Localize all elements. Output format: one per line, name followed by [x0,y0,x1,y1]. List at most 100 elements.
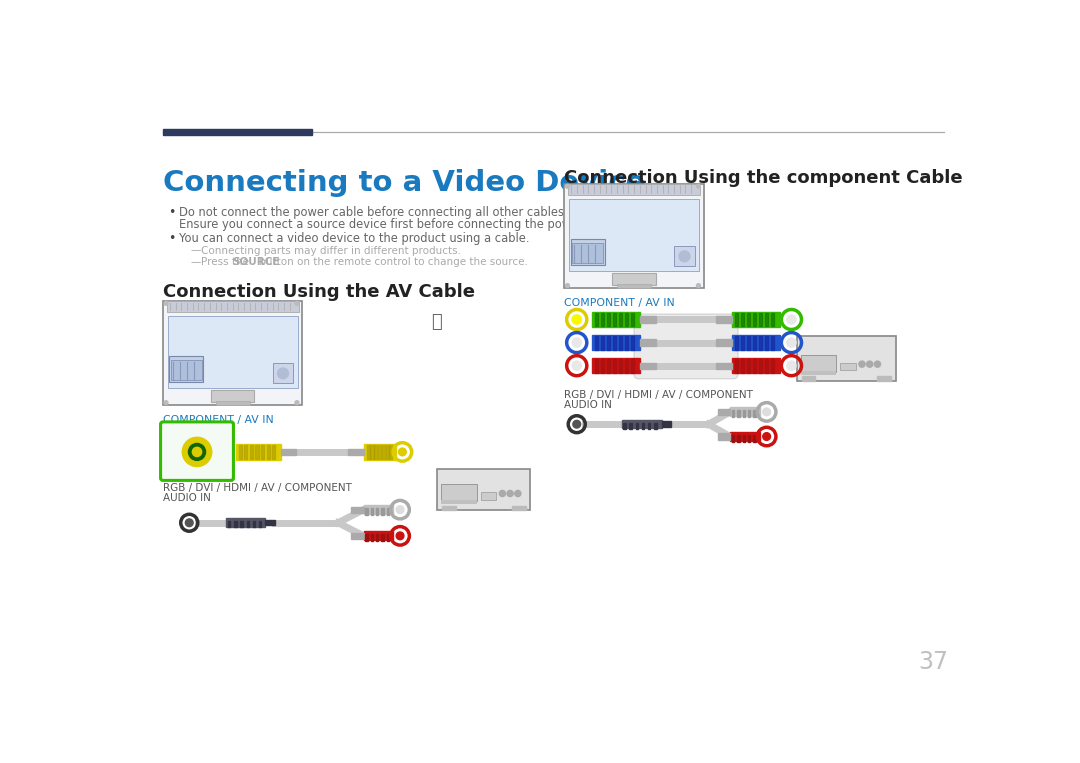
Bar [249,445,253,459]
Bar [612,272,656,285]
Bar [376,534,378,541]
Text: •: • [168,205,176,218]
Bar [381,534,383,541]
Bar [674,246,694,266]
Circle shape [189,443,205,460]
Bar [743,435,745,442]
Text: SOURCE: SOURCE [232,257,280,267]
Bar [765,336,768,349]
Bar [640,317,656,323]
Bar [364,505,393,514]
Bar [754,435,756,442]
Circle shape [278,368,288,378]
Bar [171,360,202,380]
Bar [592,358,640,373]
Bar [617,284,651,288]
Bar [246,521,248,527]
Bar [625,359,629,372]
Bar [442,506,456,510]
Bar [738,410,740,417]
Bar [387,534,389,541]
Bar [481,492,496,500]
Bar [211,390,255,402]
Bar [253,521,255,527]
Bar [619,313,622,327]
Bar [602,336,605,349]
Bar [170,356,203,382]
Circle shape [762,408,770,416]
Text: button on the remote control to change the source.: button on the remote control to change t… [256,257,528,267]
Circle shape [295,301,299,305]
Bar [370,508,373,515]
Bar [748,410,751,417]
Text: Connection Using the AV Cable: Connection Using the AV Cable [163,282,475,301]
Circle shape [786,315,796,324]
Bar [351,507,364,513]
Bar [840,362,855,370]
Bar [748,435,751,442]
Text: —: — [190,246,201,256]
Circle shape [164,301,167,305]
Bar [376,508,378,515]
Text: Connecting to a Video Device: Connecting to a Video Device [163,169,645,197]
Bar [364,531,393,540]
Bar [771,336,774,349]
Bar [261,445,265,459]
Circle shape [396,532,404,539]
Bar [241,521,243,527]
Bar [613,313,617,327]
Circle shape [396,506,404,513]
Bar [386,445,389,459]
Bar [381,508,383,515]
Bar [625,313,629,327]
Bar [732,335,780,350]
Bar [622,420,662,428]
Circle shape [507,491,513,497]
Bar [631,359,634,372]
Bar [441,485,476,501]
Bar [732,312,780,327]
Bar [765,359,768,372]
Text: ⏮: ⏮ [431,313,442,330]
Bar [389,445,392,459]
Bar [746,336,750,349]
Bar [771,313,774,327]
Bar [623,423,625,429]
Circle shape [399,448,406,456]
Text: AUDIO IN: AUDIO IN [565,401,612,410]
Bar [631,336,634,349]
Bar [613,336,617,349]
Bar [718,409,730,415]
Bar [607,359,610,372]
Bar [730,432,759,441]
Bar [800,371,836,375]
Circle shape [572,315,581,324]
Circle shape [697,284,700,288]
Bar [256,445,258,459]
Circle shape [515,491,521,497]
Bar [569,199,699,271]
Bar [716,362,732,369]
Bar [592,335,640,350]
Bar [631,313,634,327]
Bar [592,312,640,327]
Bar [228,521,230,527]
Text: Ensure you connect a source device first before connecting the power cable.: Ensure you connect a source device first… [179,218,622,231]
Bar [364,444,396,459]
Circle shape [572,338,581,347]
Circle shape [499,491,505,497]
Circle shape [762,433,770,440]
Circle shape [786,361,796,370]
Bar [348,449,364,455]
Circle shape [866,361,873,367]
Circle shape [859,361,865,367]
Text: COMPONENT / AV IN: COMPONENT / AV IN [565,298,675,308]
Bar [746,313,750,327]
Bar [259,521,261,527]
Bar [716,340,732,346]
Bar [759,313,761,327]
Bar [753,313,756,327]
Text: AUDIO IN: AUDIO IN [163,493,211,503]
Bar [607,313,610,327]
Bar [797,336,896,381]
